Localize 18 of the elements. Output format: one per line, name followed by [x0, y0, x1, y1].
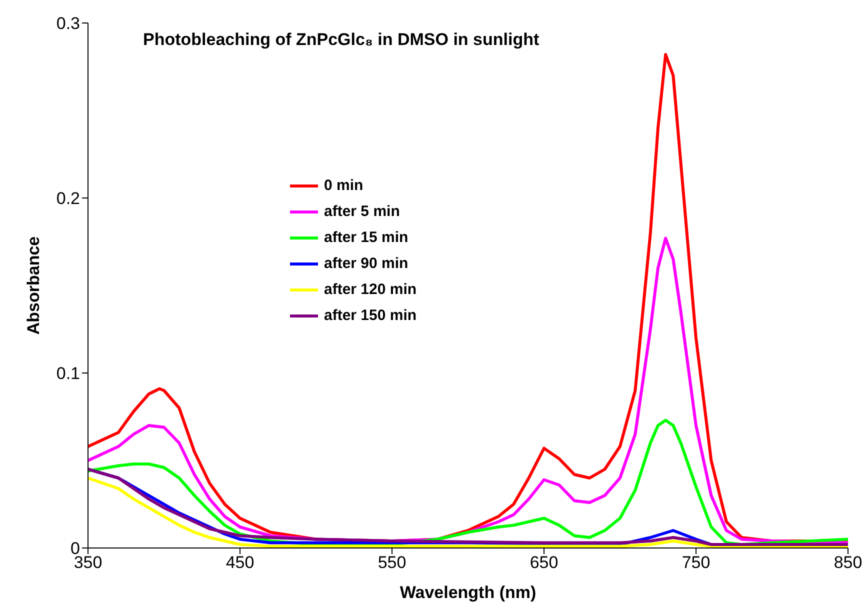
legend-label: after 90 min — [324, 254, 408, 274]
y-axis-title: Absorbance — [24, 236, 44, 335]
y-tick-label: 0.3 — [56, 14, 80, 34]
legend-label: 0 min — [324, 176, 364, 196]
x-tick-label: 650 — [530, 553, 558, 572]
x-tick-label: 550 — [378, 553, 406, 572]
legend-label: after 5 min — [324, 202, 400, 222]
legend-label: after 15 min — [324, 228, 408, 248]
x-tick-label: 350 — [74, 553, 102, 572]
x-axis-title: Wavelength (nm) — [400, 583, 536, 602]
x-tick-label: 850 — [834, 553, 862, 572]
legend-label: after 150 min — [324, 306, 417, 326]
y-tick-label: 0.2 — [56, 189, 80, 208]
x-tick-label: 450 — [226, 553, 254, 572]
y-tick-label: 0.1 — [56, 364, 80, 384]
x-tick-label: 750 — [682, 553, 710, 572]
chart-title: Photobleaching of ZnPcGlc₈ in DMSO in sunlight — [143, 30, 540, 50]
legend-label: after 120 min — [324, 280, 417, 300]
